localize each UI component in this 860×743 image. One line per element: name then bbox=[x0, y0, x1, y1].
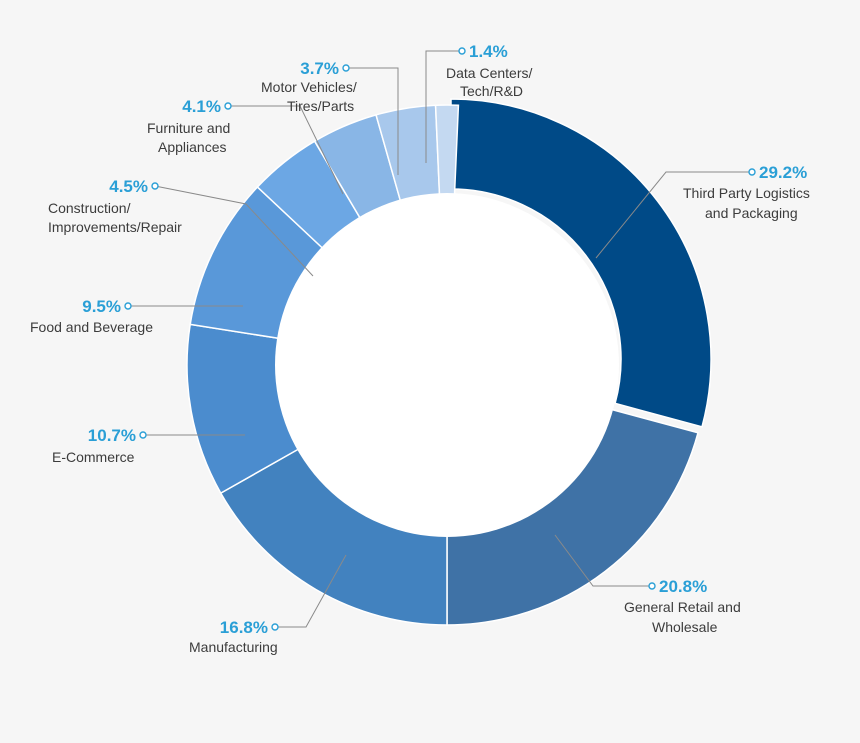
slice-category-label-4-0: Food and Beverage bbox=[30, 319, 153, 335]
slice-category-label-5-0: Construction/ bbox=[48, 200, 131, 216]
slice-category-label-2-0: Manufacturing bbox=[189, 639, 278, 655]
leader-line-8 bbox=[425, 50, 462, 163]
slice-percent-label-5: 4.5% bbox=[109, 177, 148, 196]
slice-percent-label-3: 10.7% bbox=[88, 426, 136, 445]
slice-percent-label-4: 9.5% bbox=[82, 297, 121, 316]
donut-hole bbox=[275, 193, 619, 537]
slice-category-label-1-1: Wholesale bbox=[652, 619, 718, 635]
slice-category-label-5-1: Improvements/Repair bbox=[48, 219, 182, 235]
slice-category-label-0-0: Third Party Logistics bbox=[683, 185, 810, 201]
leader-dot-1 bbox=[648, 582, 656, 590]
slice-percent-label-8: 1.4% bbox=[469, 42, 508, 61]
slice-category-label-8-1: Tech/R&D bbox=[460, 83, 523, 99]
leader-line-1 bbox=[554, 534, 652, 587]
slice-percent-label-2: 16.8% bbox=[220, 618, 268, 637]
leader-dot-8 bbox=[458, 47, 466, 55]
slice-percent-label-0: 29.2% bbox=[759, 163, 807, 182]
slice-percent-label-1: 20.8% bbox=[659, 577, 707, 596]
slice-category-label-7-1: Tires/Parts bbox=[287, 98, 354, 114]
slice-percent-label-7: 3.7% bbox=[300, 59, 339, 78]
slice-8 bbox=[434, 104, 460, 196]
leader-dot-3 bbox=[139, 431, 147, 439]
slice-category-label-0-1: and Packaging bbox=[705, 205, 798, 221]
slice-category-label-6-0: Furniture and bbox=[147, 120, 230, 136]
leader-line-5 bbox=[154, 185, 314, 277]
slice-0 bbox=[450, 98, 712, 428]
leader-line-2 bbox=[275, 554, 347, 628]
slice-category-label-3-0: E-Commerce bbox=[52, 449, 135, 465]
slice-category-label-6-1: Appliances bbox=[158, 139, 227, 155]
leader-line-7 bbox=[346, 67, 399, 175]
slice-category-label-8-0: Data Centers/ bbox=[446, 65, 532, 81]
leader-dot-0 bbox=[748, 168, 756, 176]
slice-category-label-7-0: Motor Vehicles/ bbox=[261, 79, 357, 95]
leader-dot-6 bbox=[224, 102, 232, 110]
slice-category-label-1-0: General Retail and bbox=[624, 599, 741, 615]
leader-dot-4 bbox=[124, 302, 132, 310]
leader-dot-2 bbox=[271, 623, 279, 631]
leader-dot-5 bbox=[151, 182, 159, 190]
leader-line-0 bbox=[595, 171, 752, 259]
leader-line-6 bbox=[228, 105, 344, 195]
leader-dot-7 bbox=[342, 64, 350, 72]
slice-percent-label-6: 4.1% bbox=[182, 97, 221, 116]
